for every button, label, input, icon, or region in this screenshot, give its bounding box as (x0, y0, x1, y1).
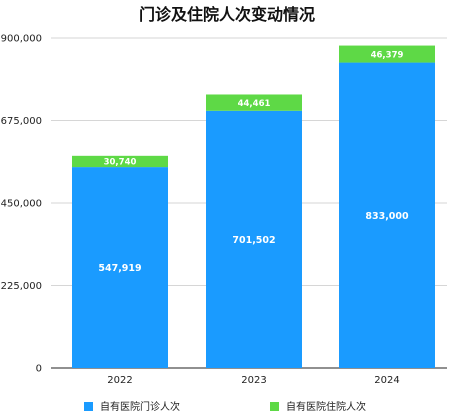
legend-label: 自有医院住院人次 (286, 400, 366, 413)
plot-area: 547,919 30,740 701,502 44,461 833,000 46,379 (72, 45, 435, 369)
data-label: 833,000 (365, 211, 409, 222)
x-axis: 2022 2023 2024 (107, 375, 399, 386)
legend-label: 自有医院门诊人次 (100, 400, 180, 413)
y-tick-label: 0 (36, 364, 42, 375)
bar-outpatient (206, 110, 302, 369)
chart-title: 门诊及住院人次变动情况 (139, 5, 315, 24)
y-tick-label: 675,000 (1, 116, 42, 127)
x-tick-label: 2023 (241, 375, 266, 386)
legend-swatch-inpatient (270, 402, 279, 411)
bar-inpatient (339, 45, 435, 63)
bar-inpatient (72, 155, 168, 168)
x-tick-label: 2024 (374, 375, 399, 386)
y-tick-label: 900,000 (1, 34, 42, 45)
y-axis: 0 225,000 450,000 675,000 900,000 (1, 34, 42, 375)
legend: 自有医院门诊人次 自有医院住院人次 (84, 400, 366, 413)
data-label: 44,461 (238, 99, 271, 109)
data-label: 701,502 (232, 235, 275, 246)
bar-outpatient (72, 167, 168, 368)
data-label: 547,919 (98, 263, 141, 274)
y-tick-label: 225,000 (1, 281, 42, 292)
bar-outpatient (339, 62, 435, 369)
bar-inpatient (206, 94, 302, 111)
legend-swatch-outpatient (84, 402, 93, 411)
x-tick-label: 2022 (107, 375, 132, 386)
y-tick-label: 450,000 (1, 199, 42, 210)
data-label: 30,740 (104, 158, 137, 168)
data-label: 46,379 (371, 50, 404, 60)
